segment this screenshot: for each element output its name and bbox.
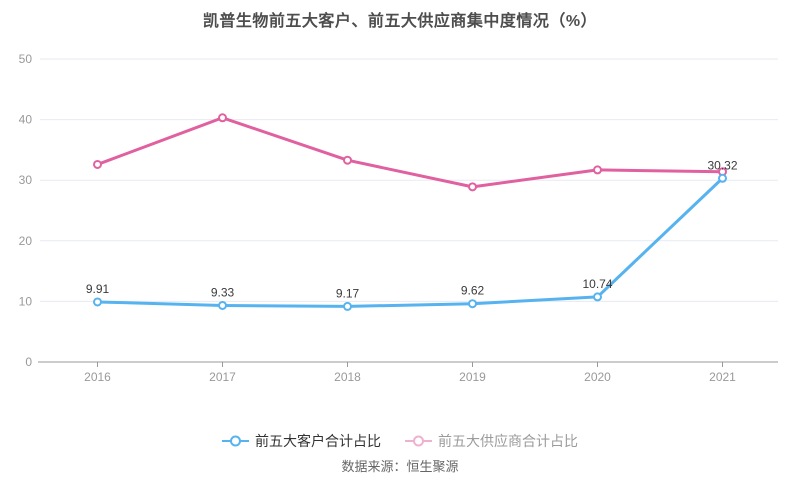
y-axis-label: 10	[19, 294, 33, 308]
legend-line-circle-icon	[405, 435, 432, 447]
x-axis-label: 2019	[459, 370, 486, 384]
data-point[interactable]	[93, 297, 102, 307]
data-point[interactable]	[718, 173, 727, 183]
data-source-note: 数据来源：恒生聚源	[341, 459, 459, 474]
data-label: 9.17	[336, 286, 360, 300]
legend-item-customers[interactable]: 前五大客户合计占比	[222, 431, 381, 451]
y-axis-label: 50	[19, 52, 33, 66]
line-chart: 2016 2017 2018 2019 2020 2021 0 10 20 30 40 50 9.91 9…	[19, 52, 778, 384]
chart-legend: 前五大客户合计占比 前五大供应商合计占比	[0, 431, 800, 451]
data-label: 9.62	[461, 284, 485, 298]
data-point[interactable]	[343, 155, 352, 165]
data-label: 9.33	[211, 285, 235, 299]
chart-title: 凯普生物前五大客户、前五大供应商集中度情况（%）	[202, 13, 598, 30]
data-point[interactable]	[93, 159, 102, 169]
series-line	[96, 176, 724, 308]
x-axis-label: 2018	[334, 370, 361, 384]
data-point[interactable]	[593, 292, 602, 302]
data-point[interactable]	[218, 113, 227, 123]
y-axis-label: 0	[25, 355, 32, 369]
legend-label-customers: 前五大客户合计占比	[255, 433, 381, 449]
data-point[interactable]	[218, 300, 227, 310]
x-axis-label: 2016	[84, 370, 111, 384]
data-label: 30.32	[707, 158, 737, 172]
y-axis-label: 30	[19, 173, 33, 187]
data-point[interactable]	[593, 165, 602, 175]
x-axis-label: 2017	[209, 370, 236, 384]
x-axis-label: 2020	[584, 370, 611, 384]
x-axis-label: 2021	[709, 370, 736, 384]
data-label: 10.74	[582, 277, 612, 291]
data-label: 9.91	[86, 282, 110, 296]
y-axis-label: 20	[19, 234, 33, 248]
data-point[interactable]	[468, 299, 477, 309]
data-point[interactable]	[343, 301, 352, 311]
legend-label-suppliers: 前五大供应商合计占比	[438, 433, 578, 449]
series-line	[96, 116, 724, 189]
y-axis-label: 40	[19, 113, 33, 127]
legend-line-circle-icon	[222, 435, 249, 447]
data-point[interactable]	[468, 182, 477, 192]
legend-item-suppliers[interactable]: 前五大供应商合计占比	[405, 431, 578, 451]
